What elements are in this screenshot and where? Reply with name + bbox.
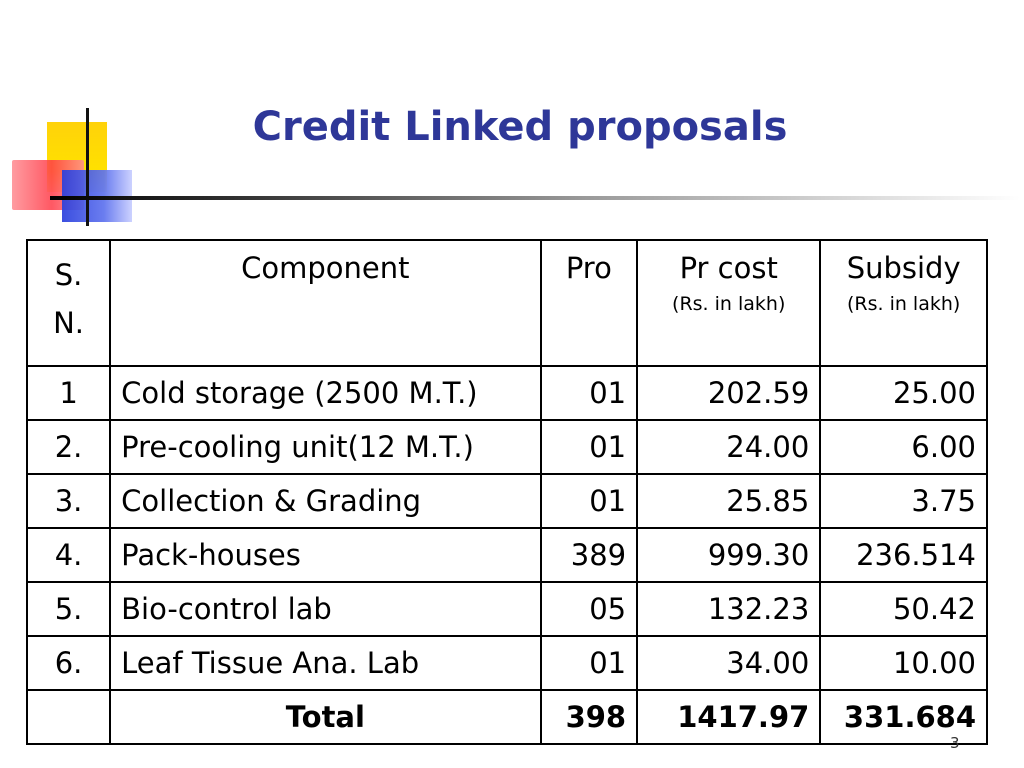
table-body: 1 Cold storage (2500 M.T.) 01 202.59 25.… — [25, 365, 988, 745]
cell-component: Bio-control lab — [109, 581, 542, 637]
cell-subsidy: 25.00 — [819, 365, 988, 421]
cell-subsidy: 236.514 — [819, 527, 988, 583]
cell-cost: 132.23 — [636, 581, 822, 637]
cell-sn: 3. — [25, 473, 112, 529]
cell-component: Cold storage (2500 M.T.) — [109, 365, 542, 421]
header-subsidy-label: Subsidy — [846, 251, 961, 285]
slide-title: Credit Linked proposals — [252, 104, 788, 150]
cell-sn: 5. — [25, 581, 112, 637]
header-sn-line1: S. — [54, 258, 83, 292]
cell-pro: 01 — [539, 473, 639, 529]
header-cost-unit: (Rs. in lakh) — [672, 293, 786, 315]
cell-subsidy: 50.42 — [819, 581, 988, 637]
cell-pro: 01 — [539, 419, 639, 475]
header-sn: S. N. — [25, 239, 112, 367]
total-pro: 398 — [539, 689, 639, 745]
decor-vertical-line — [86, 108, 89, 226]
header-component: Component — [109, 239, 542, 367]
total-label: Total — [109, 689, 542, 745]
table-row: 5. Bio-control lab 05 132.23 50.42 — [25, 581, 988, 637]
header-sn-line2: N. — [53, 306, 85, 340]
cell-component: Pack-houses — [109, 527, 542, 583]
header-row: S. N. Component Pro Pr cost (Rs. in lakh… — [25, 239, 988, 367]
table-row: 6. Leaf Tissue Ana. Lab 01 34.00 10.00 — [25, 635, 988, 691]
cell-component: Pre-cooling unit(12 M.T.) — [109, 419, 542, 475]
cell-cost: 25.85 — [636, 473, 822, 529]
cell-pro: 01 — [539, 365, 639, 421]
header-pro: Pro — [539, 239, 639, 367]
header-cost: Pr cost (Rs. in lakh) — [636, 239, 822, 367]
total-sn — [25, 689, 112, 745]
table-row: 1 Cold storage (2500 M.T.) 01 202.59 25.… — [25, 365, 988, 421]
cell-sn: 1 — [25, 365, 112, 421]
cell-cost: 34.00 — [636, 635, 822, 691]
cell-cost: 999.30 — [636, 527, 822, 583]
total-subsidy: 331.684 — [819, 689, 988, 745]
cell-component: Collection & Grading — [109, 473, 542, 529]
cell-cost: 24.00 — [636, 419, 822, 475]
cell-subsidy: 10.00 — [819, 635, 988, 691]
cell-component: Leaf Tissue Ana. Lab — [109, 635, 542, 691]
cell-pro: 01 — [539, 635, 639, 691]
decor-horizontal-rule — [50, 196, 1020, 200]
cell-sn: 4. — [25, 527, 112, 583]
header-subsidy-unit: (Rs. in lakh) — [846, 293, 961, 315]
cell-cost: 202.59 — [636, 365, 822, 421]
table-row: 3. Collection & Grading 01 25.85 3.75 — [25, 473, 988, 529]
header-cost-label: Pr cost — [679, 251, 778, 285]
header-subsidy: Subsidy (Rs. in lakh) — [819, 239, 988, 367]
total-cost: 1417.97 — [636, 689, 822, 745]
page-number: 3 — [950, 734, 960, 752]
cell-subsidy: 3.75 — [819, 473, 988, 529]
proposals-table: S. N. Component Pro Pr cost (Rs. in lakh… — [25, 239, 988, 745]
cell-subsidy: 6.00 — [819, 419, 988, 475]
table-header: S. N. Component Pro Pr cost (Rs. in lakh… — [25, 239, 988, 367]
cell-pro: 05 — [539, 581, 639, 637]
cell-sn: 2. — [25, 419, 112, 475]
table-row: 2. Pre-cooling unit(12 M.T.) 01 24.00 6.… — [25, 419, 988, 475]
table-row: 4. Pack-houses 389 999.30 236.514 — [25, 527, 988, 583]
total-row: Total 398 1417.97 331.684 — [25, 689, 988, 745]
cell-sn: 6. — [25, 635, 112, 691]
cell-pro: 389 — [539, 527, 639, 583]
